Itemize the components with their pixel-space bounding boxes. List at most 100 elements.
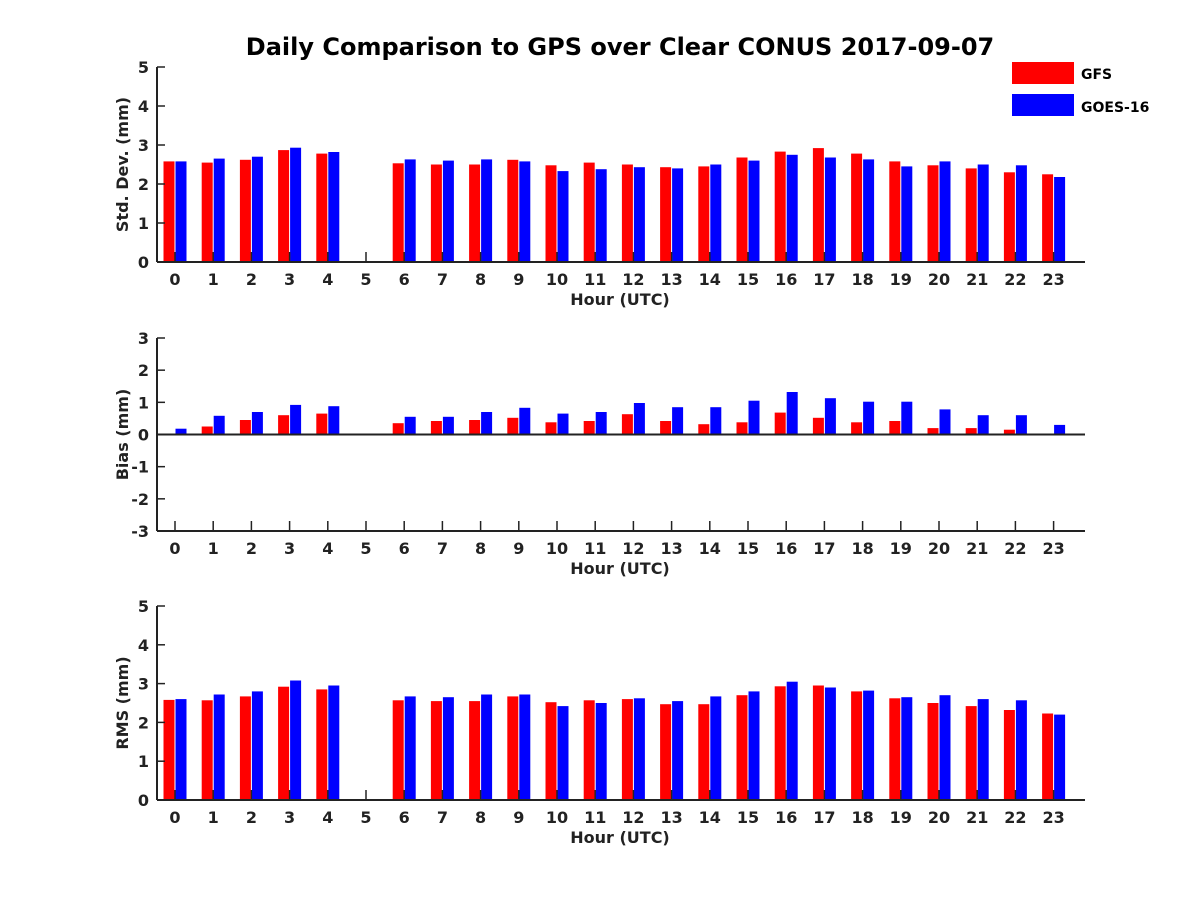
bar-goes16-hour-20 <box>939 161 951 262</box>
y-tick-label: 1 <box>138 214 149 233</box>
x-tick-label: 11 <box>584 539 606 558</box>
x-tick-label: 5 <box>360 539 371 558</box>
legend-swatch-gfs <box>1012 62 1074 84</box>
x-tick-label: 6 <box>399 270 410 289</box>
x-tick-label: 6 <box>399 539 410 558</box>
x-tick-label: 4 <box>322 270 333 289</box>
bar-goes16-hour-0 <box>175 428 187 435</box>
x-tick-label: 14 <box>699 270 721 289</box>
x-tick-label: 0 <box>169 270 180 289</box>
x-tick-label: 8 <box>475 539 486 558</box>
y-tick-label: 2 <box>138 361 149 380</box>
legend-swatch-goes16 <box>1012 94 1074 116</box>
bar-gfs-hour-10 <box>545 702 557 800</box>
bar-goes16-hour-19 <box>901 401 913 435</box>
bar-goes16-hour-1 <box>213 158 225 262</box>
bar-gfs-hour-3 <box>278 150 290 262</box>
y-tick-label: 4 <box>138 97 149 116</box>
x-tick-label: 5 <box>360 808 371 827</box>
bar-gfs-hour-8 <box>469 420 481 435</box>
bar-goes16-hour-4 <box>328 406 340 435</box>
bar-goes16-hour-10 <box>557 413 569 435</box>
bar-gfs-hour-7 <box>430 164 442 262</box>
bar-gfs-hour-3 <box>278 415 290 435</box>
bar-goes16-hour-18 <box>863 401 875 435</box>
y-tick-label: 5 <box>138 597 149 616</box>
x-tick-label: 11 <box>584 270 606 289</box>
bar-goes16-hour-11 <box>595 412 607 435</box>
bar-goes16-hour-3 <box>290 680 302 800</box>
bar-goes16-hour-20 <box>939 409 951 435</box>
y-tick-label: 1 <box>138 393 149 412</box>
x-tick-label: 23 <box>1042 539 1064 558</box>
bar-gfs-hour-18 <box>851 153 863 262</box>
bar-goes16-hour-2 <box>251 156 263 262</box>
y-tick-label: 2 <box>138 175 149 194</box>
x-tick-label: 17 <box>813 270 835 289</box>
bar-goes16-hour-9 <box>519 407 531 435</box>
x-tick-label: 23 <box>1042 270 1064 289</box>
bar-goes16-hour-10 <box>557 706 569 800</box>
y-tick-label: 4 <box>138 636 149 655</box>
bar-goes16-hour-22 <box>1015 415 1027 435</box>
y-tick-label: 0 <box>138 791 149 810</box>
x-tick-label: 15 <box>737 539 759 558</box>
bar-gfs-hour-13 <box>660 704 672 800</box>
bar-goes16-hour-23 <box>1054 177 1066 262</box>
x-tick-label: 6 <box>399 808 410 827</box>
bar-gfs-hour-14 <box>698 424 710 435</box>
y-tick-label: 3 <box>138 329 149 348</box>
bar-goes16-hour-21 <box>977 164 989 262</box>
y-tick-label: -1 <box>131 458 149 477</box>
bar-gfs-hour-15 <box>736 695 748 800</box>
bar-goes16-hour-15 <box>748 160 760 262</box>
x-tick-label: 8 <box>475 808 486 827</box>
bar-goes16-hour-13 <box>672 168 684 262</box>
bar-goes16-hour-14 <box>710 164 722 262</box>
bar-goes16-hour-7 <box>442 160 454 262</box>
y-tick-label: 3 <box>138 675 149 694</box>
bar-gfs-hour-11 <box>583 162 595 262</box>
bar-goes16-hour-3 <box>290 404 302 435</box>
bar-gfs-hour-21 <box>965 168 977 262</box>
bar-goes16-hour-17 <box>824 157 836 262</box>
x-tick-label: 23 <box>1042 808 1064 827</box>
y-tick-label: 1 <box>138 752 149 771</box>
x-tick-label: 16 <box>775 808 797 827</box>
x-axis-label: Hour (UTC) <box>570 828 670 847</box>
x-tick-label: 18 <box>851 539 873 558</box>
bar-gfs-hour-6 <box>392 423 404 435</box>
x-tick-label: 3 <box>284 539 295 558</box>
x-tick-label: 18 <box>851 808 873 827</box>
bar-gfs-hour-1 <box>201 162 213 262</box>
x-tick-label: 10 <box>546 808 568 827</box>
bar-goes16-hour-4 <box>328 685 340 800</box>
x-tick-label: 2 <box>246 808 257 827</box>
bar-gfs-hour-10 <box>545 422 557 435</box>
x-tick-label: 17 <box>813 808 835 827</box>
legend-label-gfs: GFS <box>1081 67 1112 83</box>
x-tick-label: 1 <box>208 270 219 289</box>
bar-gfs-hour-15 <box>736 157 748 262</box>
bar-goes16-hour-16 <box>786 392 798 435</box>
x-tick-label: 7 <box>437 808 448 827</box>
bar-goes16-hour-11 <box>595 703 607 800</box>
bar-gfs-hour-17 <box>812 148 824 262</box>
bar-gfs-hour-23 <box>1042 174 1054 263</box>
bar-goes16-hour-2 <box>251 412 263 435</box>
x-tick-label: 17 <box>813 539 835 558</box>
bar-gfs-hour-13 <box>660 421 672 435</box>
x-tick-label: 20 <box>928 270 950 289</box>
x-axis-label: Hour (UTC) <box>570 290 670 309</box>
bar-goes16-hour-21 <box>977 415 989 435</box>
bar-gfs-hour-14 <box>698 704 710 800</box>
bar-gfs-hour-20 <box>927 428 939 435</box>
bar-goes16-hour-19 <box>901 166 913 262</box>
x-tick-label: 11 <box>584 808 606 827</box>
x-tick-label: 22 <box>1004 808 1026 827</box>
bar-gfs-hour-4 <box>316 413 328 435</box>
bar-gfs-hour-6 <box>392 700 404 800</box>
bar-goes16-hour-6 <box>404 416 416 435</box>
